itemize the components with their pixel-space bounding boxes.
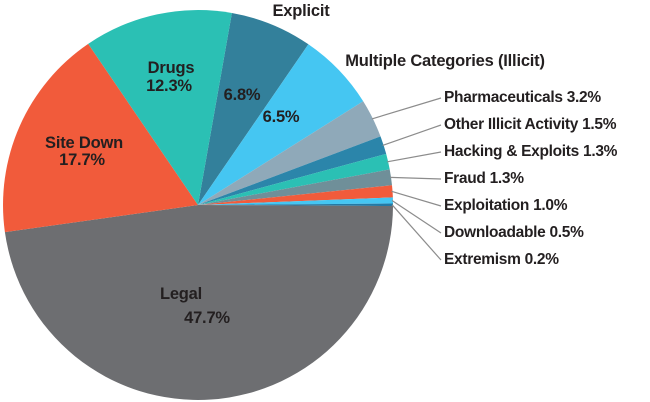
slice-drugs: [88, 10, 232, 205]
slice-legal: [4, 205, 394, 400]
slice-other-illicit-activity: [198, 136, 387, 205]
callout-label-extremism: Extremism 0.2%: [444, 251, 559, 268]
slice-hacking-exploits: [198, 153, 390, 205]
label-drugs-name: Drugs: [147, 59, 195, 77]
label-multiple-categories: Multiple Categories (Illicit): [345, 52, 545, 70]
label-site-down-name: Site Down: [45, 134, 123, 152]
leader-line-downloadable: [391, 199, 442, 234]
leader-line-hacking-exploits: [387, 151, 442, 163]
leader-line-extremism: [391, 204, 442, 261]
slice-exploitation: [198, 185, 393, 205]
slice-fraud: [198, 169, 392, 205]
callout-label-pharmaceuticals: Pharmaceuticals 3.2%: [444, 89, 601, 106]
slice-extremism: [198, 203, 394, 206]
slice-downloadable: [198, 197, 393, 205]
callout-label-fraud: Fraud 1.3%: [444, 170, 524, 187]
slice-pharmaceuticals: [198, 101, 381, 205]
label-drugs-value: 12.3%: [146, 77, 192, 95]
callout-label-exploitation: Exploitation 1.0%: [444, 197, 568, 214]
leader-line-pharmaceuticals: [371, 97, 442, 120]
callout-label-downloadable: Downloadable 0.5%: [444, 224, 584, 241]
label-explicit-value: 6.8%: [223, 86, 261, 104]
label-legal-value: 47.7%: [184, 309, 230, 327]
callout-label-other-illicit-activity: Other Illicit Activity 1.5%: [444, 116, 617, 133]
label-site-down-value: 17.7%: [59, 151, 105, 169]
slice-site-down: [3, 43, 199, 233]
label-explicit: Explicit: [272, 2, 330, 20]
leader-line-exploitation: [391, 190, 442, 207]
leader-line-other-illicit-activity: [382, 124, 442, 146]
callout-label-hacking-exploits: Hacking & Exploits 1.3%: [444, 143, 618, 160]
slice-multiple-categories-illicit: [198, 44, 364, 205]
label-multiple-categories-value: 6.5%: [262, 108, 300, 126]
leader-line-fraud: [390, 176, 442, 180]
label-legal-name: Legal: [159, 285, 203, 303]
slice-explicit: [198, 13, 309, 205]
